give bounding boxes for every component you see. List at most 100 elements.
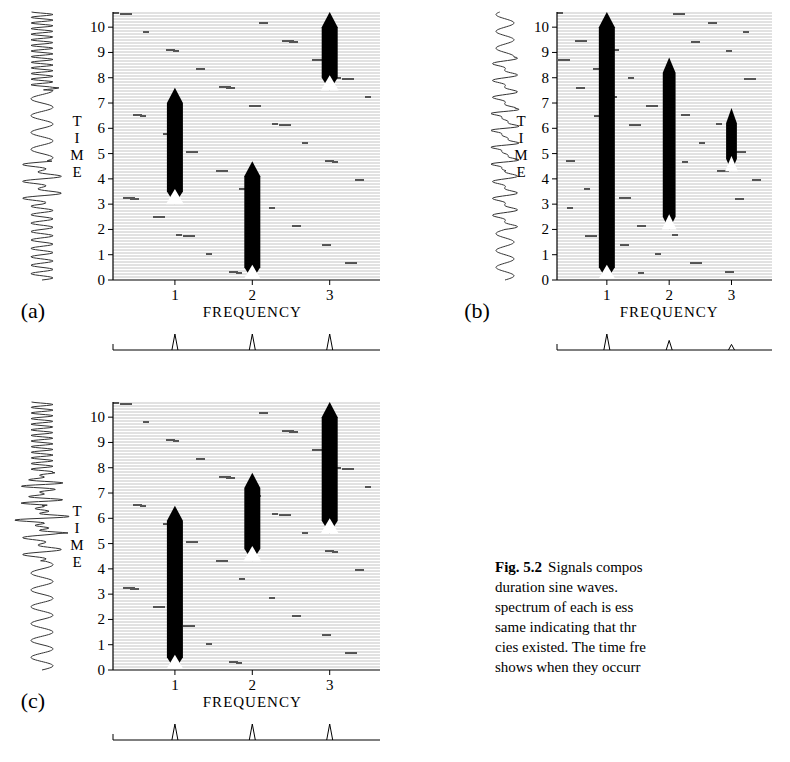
texture-dash [628, 77, 634, 79]
texture-line [113, 157, 380, 158]
y-tick [108, 417, 113, 418]
y-tick [108, 467, 113, 468]
spectrum-baseline [113, 740, 380, 741]
y-tick [108, 594, 113, 595]
texture-line [557, 58, 772, 59]
texture-dash [272, 123, 278, 125]
spectrum-baseline [113, 350, 380, 351]
y-tick [108, 493, 113, 494]
texture-dash [259, 412, 268, 414]
texture-line [113, 52, 380, 53]
caption-line: spectrum of each is ess [495, 599, 633, 615]
y-tick [108, 153, 113, 154]
texture-dash [322, 634, 331, 636]
texture-line [113, 166, 380, 167]
y-tick [108, 254, 113, 255]
y-tick [108, 229, 113, 230]
texture-dash [196, 458, 205, 460]
y-tick-label: 7 [542, 95, 550, 111]
texture-line [113, 613, 380, 614]
y-tick [108, 518, 113, 519]
y-tick-label: 3 [542, 196, 550, 212]
texture-dash [355, 569, 364, 571]
texture-dash [699, 142, 705, 144]
y-axis-title-letter: M [514, 147, 527, 163]
y-tick [108, 670, 113, 671]
texture-line [113, 622, 380, 623]
texture-line [557, 265, 772, 266]
texture-line [113, 463, 380, 464]
texture-dash [716, 123, 722, 125]
texture-line [113, 151, 380, 152]
y-tick [552, 204, 557, 205]
y-tick-label: 5 [542, 146, 550, 162]
texture-dash [269, 207, 275, 209]
texture-line [113, 421, 380, 422]
texture-dash [576, 87, 585, 89]
caption-line: duration sine waves. [495, 579, 618, 595]
plot-background [557, 12, 772, 277]
component-onset [243, 265, 261, 280]
texture-line [113, 82, 380, 83]
texture-line [113, 148, 380, 149]
texture-line [113, 616, 380, 617]
texture-line [113, 403, 380, 404]
y-tick [552, 153, 557, 154]
texture-line [113, 73, 380, 74]
panel: 012345678910123FREQUENCYTIME(a) [21, 12, 380, 350]
texture-line [113, 451, 380, 452]
texture-line [113, 481, 380, 482]
spectrum-peak [249, 334, 255, 350]
y-axis-title-letter: T [72, 113, 81, 129]
texture-line [113, 571, 380, 572]
marks [598, 12, 738, 280]
texture-line [557, 55, 772, 56]
texture-dash [690, 262, 702, 264]
texture-dash [584, 188, 590, 190]
texture-line [113, 37, 380, 38]
y-tick [108, 128, 113, 129]
y-tick-label: 10 [534, 19, 549, 35]
texture-line [557, 241, 772, 242]
y-tick-label: 2 [542, 221, 550, 237]
texture-line [113, 436, 380, 437]
texture-line [113, 124, 380, 125]
texture-dash [143, 421, 149, 423]
texture-dash [292, 615, 301, 617]
texture-line [113, 430, 380, 431]
y-tick-label: 0 [98, 662, 106, 678]
texture-line [113, 91, 380, 92]
texture-dash [206, 253, 212, 255]
texture-dash [620, 244, 629, 246]
texture-line [113, 64, 380, 65]
y-tick-label: 6 [98, 510, 106, 526]
texture-line [557, 250, 772, 251]
texture-line [113, 76, 380, 77]
texture-line [113, 100, 380, 101]
texture-dash [120, 403, 132, 405]
y-tick [108, 27, 113, 28]
y-tick-label: 0 [542, 272, 550, 288]
texture-dash [682, 161, 688, 163]
texture-line [113, 601, 380, 602]
y-tick-label: 1 [98, 637, 106, 653]
y-tick [552, 27, 557, 28]
panel-label: (b) [464, 298, 490, 323]
texture-line [113, 442, 380, 443]
texture-line [113, 577, 380, 578]
texture-line [113, 445, 380, 446]
texture-line [557, 259, 772, 260]
texture-dash [342, 78, 354, 80]
x-axis-line [113, 669, 380, 670]
y-tick [552, 254, 557, 255]
texture-dash [216, 560, 228, 562]
texture-line [113, 658, 380, 659]
caption-line: same indicating that thr [495, 619, 636, 635]
component-ridge [322, 12, 338, 90]
x-axis-title: FREQUENCY [203, 694, 302, 710]
x-tick-label: 3 [326, 677, 334, 693]
texture-line [113, 634, 380, 635]
y-tick-label: 8 [98, 70, 106, 86]
texture-line [113, 580, 380, 581]
y-tick [108, 103, 113, 104]
